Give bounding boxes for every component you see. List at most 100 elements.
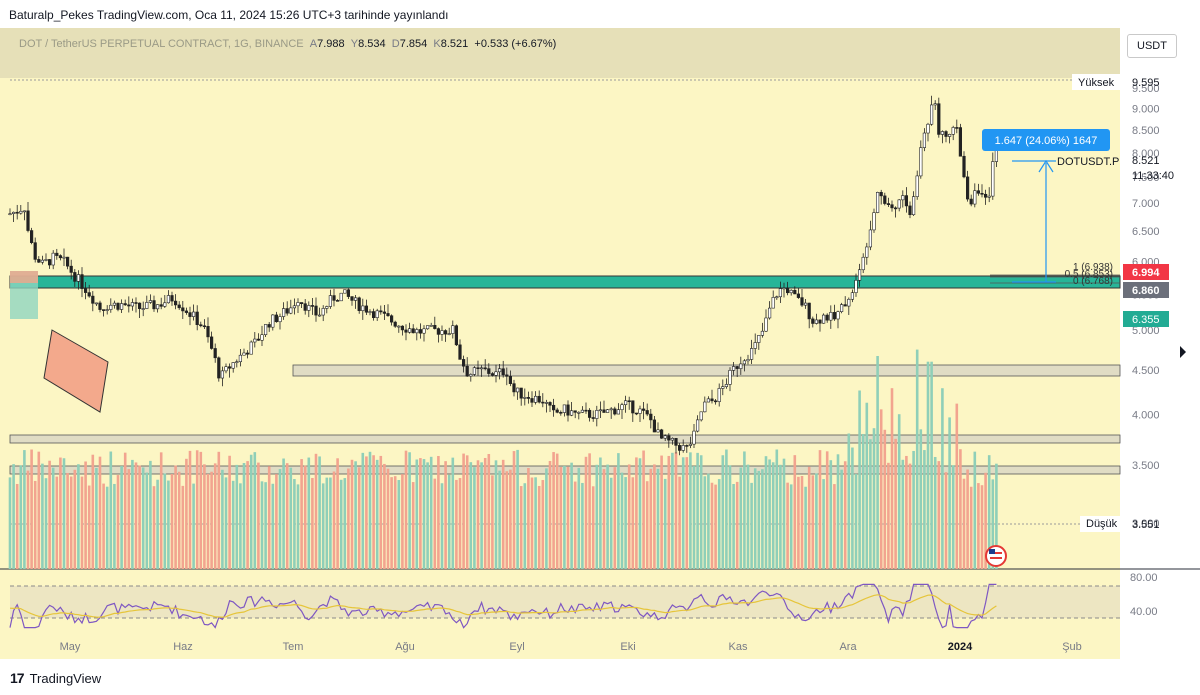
candle-body: [346, 289, 351, 297]
scroll-right-icon[interactable]: [1180, 346, 1186, 358]
volume-bar: [825, 451, 829, 569]
price-tick: 7.500: [1132, 172, 1160, 184]
candle-body: [166, 295, 171, 304]
volume-bar: [271, 483, 275, 569]
candle-body: [796, 293, 800, 298]
volume-bar: [8, 477, 12, 569]
candle-body: [120, 303, 124, 310]
volume-bar: [901, 459, 905, 569]
volume-bar: [419, 458, 422, 569]
volume-bar: [33, 480, 37, 569]
footer: 17 TradingView: [0, 659, 1200, 695]
candle-body: [739, 363, 743, 369]
volume-bar: [213, 463, 217, 569]
candle-body: [343, 289, 347, 294]
tradingview-logo[interactable]: 17 TradingView: [10, 670, 101, 686]
candle-body: [433, 325, 437, 329]
candle-body: [850, 292, 854, 300]
candle-body: [771, 297, 775, 309]
candle-body: [12, 211, 16, 214]
candle-body: [353, 297, 358, 301]
candle-body: [620, 404, 624, 411]
candle-body: [760, 330, 764, 336]
high-label-bg: [1072, 74, 1122, 90]
volume-bar: [671, 452, 674, 569]
volume-bar: [933, 456, 937, 569]
volume-bar: [123, 452, 127, 569]
candle-body: [818, 319, 822, 324]
us-flag-icon[interactable]: [985, 545, 1007, 567]
support-zone[interactable]: [9, 275, 1121, 289]
volume-bar: [444, 461, 447, 569]
candle-body: [364, 305, 369, 313]
volume-bar: [113, 483, 116, 569]
volume-bar: [746, 464, 750, 569]
volume-bar: [977, 483, 980, 569]
volume-bar: [289, 467, 293, 569]
candle-body: [253, 338, 257, 343]
volume-bar: [707, 473, 710, 569]
volume-bar: [779, 464, 782, 569]
measure-label-box[interactable]: [982, 129, 1110, 151]
candle-body: [127, 304, 131, 307]
candle-body: [33, 242, 37, 260]
candle-body: [821, 314, 826, 324]
candle-body: [685, 445, 689, 447]
candle-body: [15, 211, 19, 214]
chart-header: Baturalp_Pekes TradingView.com, Oca 11, …: [0, 0, 1200, 28]
resistance-box-1[interactable]: [292, 364, 1121, 377]
volume-bar: [591, 486, 595, 569]
high-label-legend: Y: [350, 38, 359, 50]
volume-bar: [624, 477, 627, 569]
volume-bar: [581, 482, 584, 569]
resistance-box-2[interactable]: [9, 434, 1121, 444]
rsi-tick-40: 40.00: [1130, 606, 1158, 618]
candle-body: [156, 304, 160, 310]
volume-bar: [584, 456, 588, 569]
falling-channel[interactable]: [43, 329, 109, 413]
low-value: 3.551: [1132, 519, 1160, 531]
candle-body: [757, 335, 761, 343]
candle-body: [670, 438, 674, 441]
candle-body: [379, 310, 383, 313]
time-label: Haz: [173, 641, 193, 653]
candle-body: [605, 409, 610, 413]
volume-bar: [987, 455, 991, 569]
volume-bar: [588, 453, 591, 569]
currency-button[interactable]: USDT: [1127, 34, 1177, 58]
volume-bar: [69, 476, 73, 569]
time-label: Şub: [1062, 641, 1082, 653]
candle-body: [688, 443, 692, 446]
candle-body: [458, 344, 462, 360]
level-red-badge: [1123, 264, 1169, 280]
candle-body: [839, 304, 844, 312]
volume-bar: [257, 462, 260, 569]
volume-bar: [829, 460, 833, 569]
volume-bar: [177, 471, 181, 569]
candle-body: [404, 329, 408, 333]
candle-body: [713, 400, 718, 403]
volume-bar: [512, 451, 516, 569]
volume-bar: [660, 455, 663, 569]
candle-body: [206, 326, 210, 338]
volume-bar: [735, 481, 739, 569]
volume-bar: [692, 466, 696, 569]
volume-bar: [87, 485, 91, 569]
volume-bar: [800, 475, 804, 569]
candle-body: [631, 400, 635, 414]
chart-legend: DOT / TetherUS PERPETUAL CONTRACT, 1G, B…: [19, 38, 556, 50]
volume-bar: [685, 457, 689, 569]
candle-body: [710, 398, 714, 402]
price-chart[interactable]: 1 (6.938) 0.5 (6.853) 0 (6.768) 1.647 (2…: [0, 28, 1200, 659]
chart-area[interactable]: 1 (6.938) 0.5 (6.853) 0 (6.768) 1.647 (2…: [0, 28, 1200, 659]
volume-bar: [537, 485, 541, 569]
candle-body: [148, 300, 153, 303]
measure-arrow: [1038, 159, 1054, 173]
candle-body: [389, 315, 394, 323]
volume-bar: [411, 482, 415, 569]
candle-body: [199, 324, 203, 327]
volume-bar: [552, 452, 555, 569]
candle-body: [987, 195, 991, 198]
candle-body: [973, 190, 977, 205]
symbol-tag: DOTUSDT.P: [1057, 156, 1119, 168]
